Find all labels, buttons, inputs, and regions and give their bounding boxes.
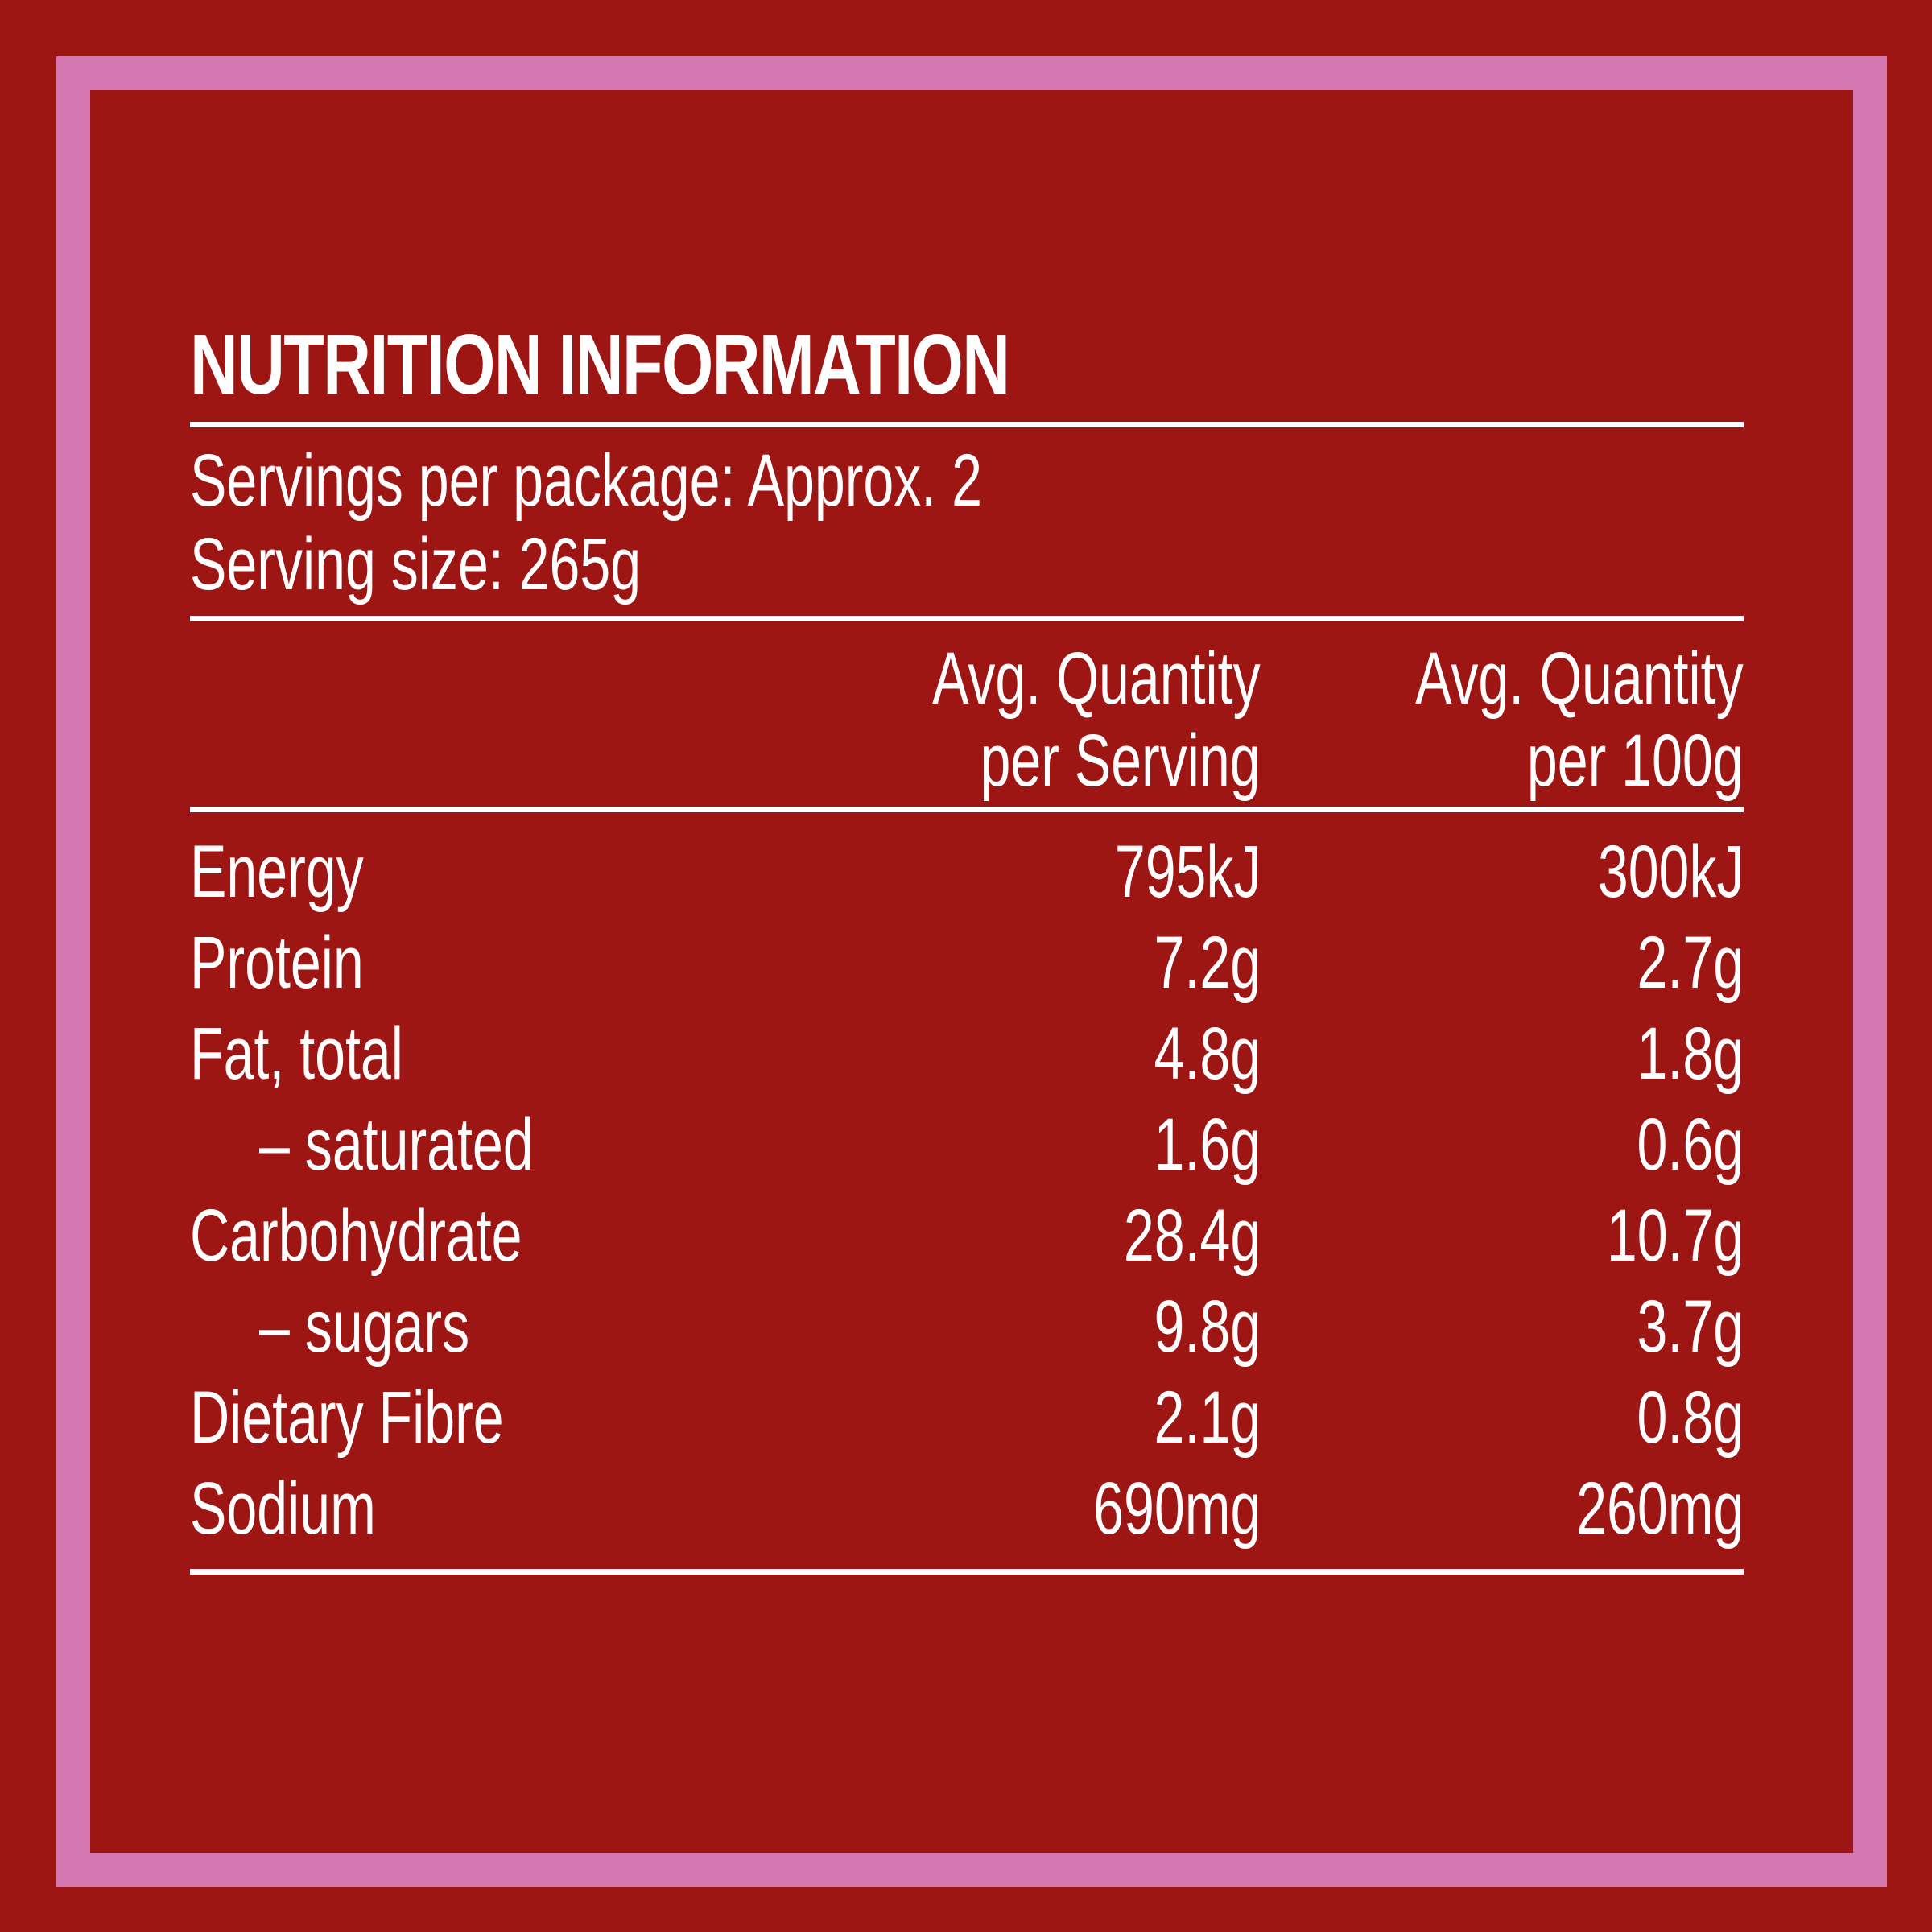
table-row: Energy 795kJ 300kJ — [190, 827, 1744, 918]
nutrient-name: Energy — [190, 831, 364, 913]
column-header-per-serving: Avg. Quantity per Serving — [933, 638, 1261, 802]
value-per-100g: 0.8g — [1637, 1377, 1744, 1459]
pink-border-frame — [56, 56, 1887, 1887]
nutrient-name: – saturated — [259, 1104, 534, 1186]
table-row: Protein 7.2g 2.7g — [190, 918, 1744, 1009]
value-per-100g: 260mg — [1575, 1468, 1744, 1550]
nutrient-name: Fat, total — [190, 1013, 403, 1095]
divider-rule — [190, 1569, 1744, 1575]
nutrient-name: Dietary Fibre — [190, 1377, 504, 1459]
table-row: Fat, total 4.8g 1.8g — [190, 1009, 1744, 1100]
servings-per-package: Servings per package: Approx. 2 — [190, 440, 982, 522]
value-per-serving: 4.8g — [1154, 1013, 1261, 1095]
value-per-serving: 7.2g — [1154, 922, 1261, 1004]
value-per-100g: 3.7g — [1637, 1286, 1744, 1368]
value-per-100g: 10.7g — [1606, 1195, 1744, 1277]
serving-size: Serving size: 265g — [190, 523, 642, 605]
nutrient-name: Carbohydrate — [190, 1195, 522, 1277]
column-headers: Avg. Quantity per Serving Avg. Quantity … — [190, 621, 1744, 807]
table-row: – saturated 1.6g 0.6g — [190, 1100, 1744, 1191]
value-per-100g: 300kJ — [1597, 831, 1744, 913]
nutrient-name: – sugars — [259, 1286, 470, 1368]
nutrition-panel: NUTRITION INFORMATION Servings per packa… — [190, 322, 1744, 1575]
table-row: – sugars 9.8g 3.7g — [190, 1282, 1744, 1373]
serving-info: Servings per package: Approx. 2 Serving … — [190, 439, 1744, 606]
divider-rule — [190, 807, 1744, 812]
column-header-line: Avg. Quantity — [932, 638, 1261, 720]
value-per-100g: 0.6g — [1637, 1104, 1744, 1186]
nutrient-rows: Energy 795kJ 300kJ Protein 7.2g 2.7g Fat… — [190, 812, 1744, 1569]
value-per-100g: 2.7g — [1637, 922, 1744, 1004]
nutrient-name: Protein — [190, 922, 364, 1004]
value-per-serving: 28.4g — [1123, 1195, 1261, 1277]
value-per-serving: 2.1g — [1154, 1377, 1261, 1459]
column-header-per-100g: Avg. Quantity per 100g — [1416, 638, 1744, 802]
nutrient-name: Sodium — [190, 1468, 376, 1550]
value-per-serving: 9.8g — [1154, 1286, 1261, 1368]
divider-rule — [190, 422, 1744, 427]
column-header-line: per 100g — [1527, 720, 1744, 802]
value-per-serving: 795kJ — [1114, 831, 1261, 913]
column-header-line: Avg. Quantity — [1415, 638, 1744, 720]
panel-title: NUTRITION INFORMATION — [190, 317, 1010, 412]
value-per-serving: 690mg — [1092, 1468, 1261, 1550]
value-per-serving: 1.6g — [1154, 1104, 1261, 1186]
table-row: Dietary Fibre 2.1g 0.8g — [190, 1373, 1744, 1463]
column-header-line: per Serving — [980, 720, 1261, 802]
table-row: Sodium 690mg 260mg — [190, 1463, 1744, 1554]
value-per-100g: 1.8g — [1637, 1013, 1744, 1095]
table-row: Carbohydrate 28.4g 10.7g — [190, 1191, 1744, 1282]
divider-rule — [190, 616, 1744, 621]
